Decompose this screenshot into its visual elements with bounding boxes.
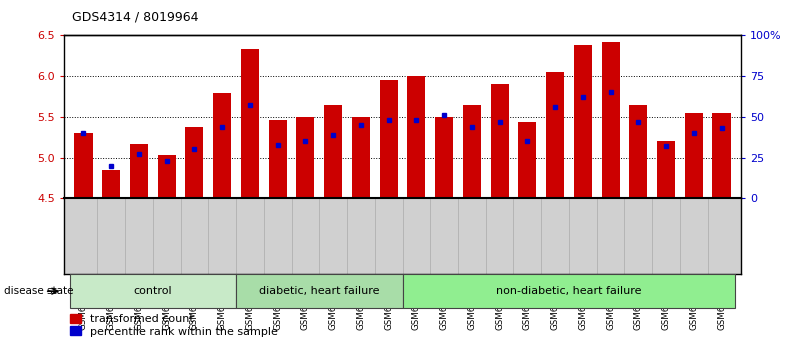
Bar (602, 42, 619, 198)
Text: control: control (134, 286, 172, 296)
Bar (657, 141, 675, 198)
Bar (296, 117, 315, 198)
Bar (324, 105, 342, 198)
Text: disease state: disease state (4, 286, 74, 296)
Bar (103, 170, 120, 198)
Bar (490, 84, 509, 198)
Bar (213, 93, 231, 198)
Text: GDS4314 / 8019964: GDS4314 / 8019964 (72, 11, 199, 24)
FancyBboxPatch shape (236, 274, 403, 308)
Text: diabetic, heart failure: diabetic, heart failure (259, 286, 380, 296)
Bar (685, 113, 702, 198)
Bar (158, 155, 175, 198)
Bar (546, 72, 564, 198)
Bar (574, 45, 592, 198)
FancyBboxPatch shape (403, 274, 735, 308)
Bar (518, 122, 537, 198)
Text: non-diabetic, heart failure: non-diabetic, heart failure (496, 286, 642, 296)
Bar (130, 144, 148, 198)
Bar (74, 133, 92, 198)
Bar (713, 113, 731, 198)
Bar (352, 117, 370, 198)
Bar (408, 76, 425, 198)
Bar (268, 120, 287, 198)
Bar (380, 80, 397, 198)
Bar (630, 104, 647, 198)
Bar (186, 127, 203, 198)
FancyBboxPatch shape (70, 274, 236, 308)
Bar (463, 104, 481, 198)
Bar (435, 117, 453, 198)
Bar (241, 49, 259, 198)
Legend: transformed count, percentile rank within the sample: transformed count, percentile rank withi… (70, 314, 277, 337)
